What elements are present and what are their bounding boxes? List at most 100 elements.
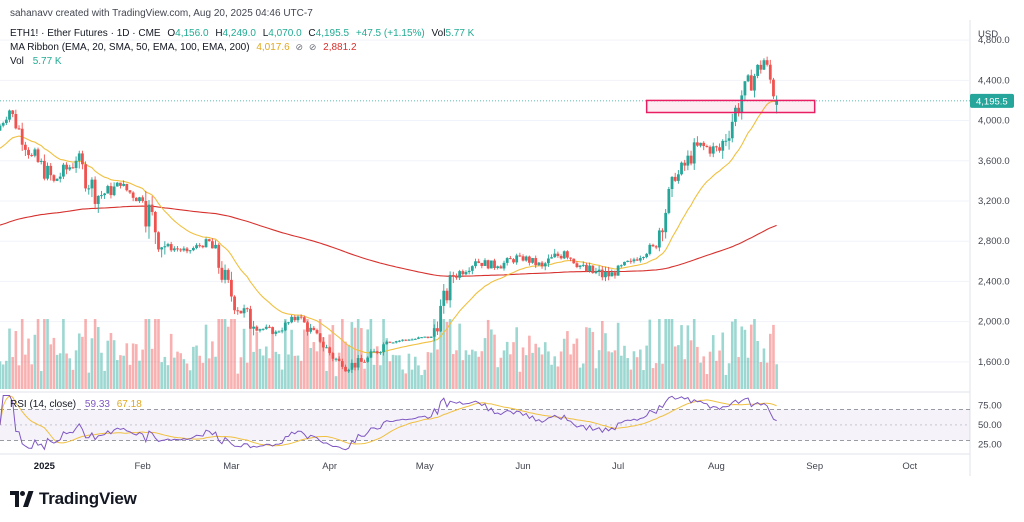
- rsi-legend-label[interactable]: RSI (14, close): [10, 399, 77, 410]
- time-tick-label[interactable]: Mar: [223, 461, 239, 472]
- volume-bar: [635, 357, 639, 389]
- volume-bar: [166, 365, 170, 389]
- volume-bar: [277, 354, 281, 389]
- rsi-axis-ticks[interactable]: 75.00 50.00 25.00: [978, 401, 1002, 451]
- candle-body: [686, 155, 690, 166]
- time-axis-ticks[interactable]: 2025 Feb Mar Apr May Jun Jul Aug Sep Oct: [34, 461, 918, 472]
- candle-body: [486, 260, 490, 269]
- candle-body: [0, 125, 2, 131]
- volume-bar: [429, 352, 433, 389]
- price-tick-label[interactable]: 4,800.0: [978, 35, 1010, 46]
- candle-body: [65, 164, 68, 170]
- price-tick-label[interactable]: 2,400.0: [978, 276, 1010, 287]
- volume-bar: [93, 319, 97, 389]
- candle-body: [220, 267, 224, 280]
- candle-body: [182, 248, 186, 251]
- volume-bar: [667, 319, 671, 389]
- candle-body: [743, 81, 747, 96]
- candle-body: [448, 274, 452, 301]
- price-axis-ticks[interactable]: 4,800.0 4,400.0 4,000.0 3,600.0 3,200.0 2,800…: [978, 35, 1010, 368]
- candle-body: [455, 276, 458, 278]
- time-tick-label[interactable]: May: [416, 461, 434, 472]
- price-tick-label[interactable]: 4,400.0: [978, 75, 1010, 86]
- rsi-tick-label[interactable]: 75.00: [978, 401, 1002, 412]
- volume-bar: [287, 354, 290, 389]
- rsi-tick-label[interactable]: 25.00: [978, 439, 1002, 450]
- candle-body: [315, 330, 319, 334]
- symbol-name[interactable]: ETH1! · Ether Futures · 1D · CME: [10, 28, 161, 39]
- symbol-legend[interactable]: ETH1! · Ether Futures · 1D · CME O4,156.…: [10, 27, 474, 40]
- volume-bar: [68, 358, 72, 389]
- volume-bar: [39, 371, 43, 389]
- time-tick-label[interactable]: Feb: [134, 461, 150, 472]
- time-tick-label[interactable]: Jun: [515, 461, 530, 472]
- candle-body: [166, 244, 170, 247]
- candle-body: [661, 230, 664, 233]
- volume-bar: [600, 321, 604, 389]
- candle-body: [765, 60, 769, 65]
- candle-body: [331, 353, 335, 359]
- volume-legend-label[interactable]: Vol: [10, 56, 24, 67]
- candle-body: [683, 162, 687, 166]
- candle-body: [585, 264, 588, 272]
- volume-bar: [518, 371, 522, 389]
- volume-bar: [658, 319, 661, 389]
- volume-bar: [353, 327, 357, 389]
- price-tick-label[interactable]: 2,000.0: [978, 317, 1010, 328]
- time-tick-label[interactable]: 2025: [34, 461, 56, 472]
- volume-bar: [772, 324, 775, 389]
- volume-bar: [705, 374, 709, 389]
- rsi-legend[interactable]: RSI (14, close) 59.33 67.18: [10, 398, 142, 411]
- price-tick-label[interactable]: 4,000.0: [978, 116, 1010, 127]
- volume-bar: [452, 354, 455, 389]
- ma-ribbon-label[interactable]: MA Ribbon (EMA, 20, SMA, 50, EMA, 100, E…: [10, 42, 250, 53]
- rsi-tick-label[interactable]: 50.00: [978, 420, 1002, 431]
- ma-ribbon-legend[interactable]: MA Ribbon (EMA, 20, SMA, 50, EMA, 100, E…: [10, 41, 357, 54]
- tradingview-logo[interactable]: TradingView: [10, 489, 137, 509]
- volume-bar: [375, 346, 379, 389]
- volume-bar: [442, 319, 446, 389]
- volume-bar: [0, 361, 2, 389]
- price-tick-label[interactable]: 3,200.0: [978, 196, 1010, 207]
- candle-body: [58, 176, 62, 179]
- candle-body: [93, 179, 97, 204]
- volume-bar: [540, 354, 544, 389]
- time-tick-label[interactable]: Aug: [708, 461, 725, 472]
- support-zone-rectangle[interactable]: [645, 99, 816, 114]
- time-tick-label[interactable]: Oct: [902, 461, 917, 472]
- price-tick-label[interactable]: 2,800.0: [978, 236, 1010, 247]
- volume-bar: [379, 365, 382, 389]
- currency-label[interactable]: USD: [978, 29, 998, 40]
- volume-bar: [264, 346, 268, 389]
- volume-bar: [385, 338, 389, 389]
- candle-body: [30, 155, 34, 157]
- volume-legend[interactable]: Vol 5.77 K: [10, 55, 62, 68]
- volume-bar: [477, 356, 480, 389]
- volume-bar: [226, 326, 230, 389]
- candle-body: [363, 361, 366, 363]
- price-tick-label[interactable]: 3,600.0: [978, 156, 1010, 167]
- time-tick-label[interactable]: Apr: [322, 461, 337, 472]
- volume-bar: [49, 344, 53, 389]
- time-tick-label[interactable]: Sep: [806, 461, 823, 472]
- candle-body: [147, 204, 151, 227]
- candle-body: [214, 244, 217, 249]
- time-tick-label[interactable]: Jul: [612, 461, 624, 472]
- candle-body: [667, 189, 671, 213]
- volume-bar: [103, 370, 106, 389]
- candle-body: [746, 75, 750, 82]
- volume-bar: [499, 357, 503, 389]
- volume-bar: [20, 319, 24, 389]
- candle-body: [46, 165, 49, 179]
- candle-body: [394, 341, 398, 343]
- candle-body: [588, 265, 592, 272]
- candle-body: [575, 263, 579, 268]
- candle-body: [604, 271, 607, 278]
- price-tick-label[interactable]: 1,600.0: [978, 357, 1010, 368]
- candle-body: [302, 317, 306, 323]
- candle-body: [578, 265, 582, 268]
- candle-body: [702, 142, 706, 146]
- open-label: O: [167, 28, 176, 39]
- candle-body: [645, 253, 649, 258]
